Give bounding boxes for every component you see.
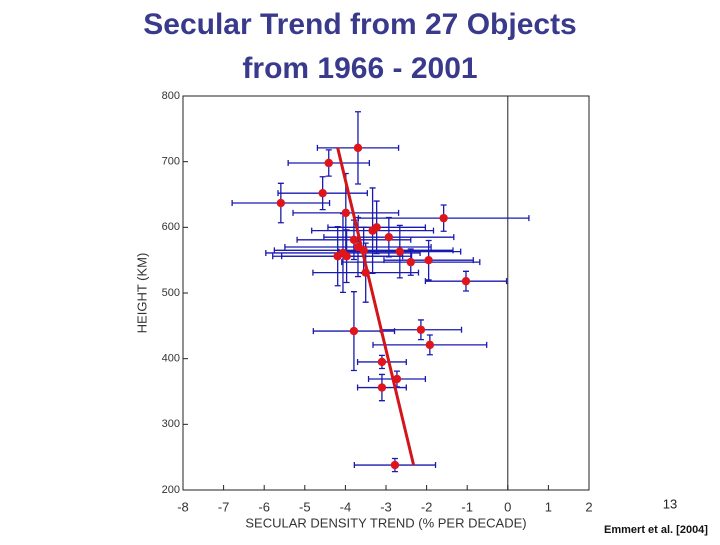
- x-tick-label: -2: [421, 499, 433, 514]
- data-point: [341, 208, 351, 218]
- x-tick-label: -5: [299, 499, 311, 514]
- y-tick-label: 200: [162, 484, 180, 496]
- data-point: [384, 232, 394, 242]
- x-tick-label: -6: [258, 499, 270, 514]
- y-tick-label: 700: [162, 156, 180, 168]
- plot-frame: [182, 95, 590, 491]
- data-point: [390, 460, 400, 470]
- data-point: [361, 268, 370, 277]
- x-tick-label: 0: [504, 499, 511, 514]
- y-tick-label: 600: [162, 221, 180, 233]
- x-tick-label: -3: [380, 499, 392, 514]
- x-tick-label: -1: [461, 499, 473, 514]
- data-point: [318, 188, 327, 198]
- title-line: from 1966 - 2001: [242, 52, 477, 85]
- data-point: [333, 252, 342, 261]
- data-point: [353, 143, 363, 153]
- x-tick-label: -4: [340, 499, 352, 514]
- data-point: [377, 357, 387, 367]
- data-point: [395, 247, 405, 256]
- fit-line: [336, 147, 416, 466]
- y-tick-label: 500: [162, 287, 180, 299]
- data-point: [439, 213, 448, 223]
- y-tick-label: 300: [162, 418, 180, 430]
- data-point: [349, 235, 359, 245]
- data-point: [372, 223, 381, 232]
- data-point: [276, 198, 286, 208]
- x-tick-label: -7: [218, 499, 230, 514]
- data-point: [424, 255, 433, 265]
- data-point: [392, 374, 402, 384]
- x-axis-title: SECULAR DENSITY TREND (% PER DECADE): [245, 515, 526, 530]
- data-point: [349, 326, 359, 336]
- page-number: 13: [663, 496, 677, 511]
- data-point: [416, 325, 426, 334]
- y-tick-label: 400: [162, 353, 180, 365]
- citation: Emmert et al. [2004]: [604, 524, 708, 536]
- data-point: [377, 383, 387, 392]
- title-line: Secular Trend from 27 Objects: [143, 8, 577, 41]
- data-point: [324, 158, 333, 168]
- data-point: [359, 246, 368, 255]
- x-tick-label: 2: [585, 499, 592, 514]
- y-axis-title: HEIGHT (KM): [134, 253, 149, 334]
- data-point: [425, 340, 435, 350]
- y-tick-label: 800: [162, 90, 180, 102]
- data-point: [342, 252, 351, 261]
- x-tick-label: 1: [545, 499, 552, 514]
- data-point: [461, 276, 471, 286]
- data-point: [406, 257, 415, 267]
- x-tick-label: -8: [177, 499, 189, 514]
